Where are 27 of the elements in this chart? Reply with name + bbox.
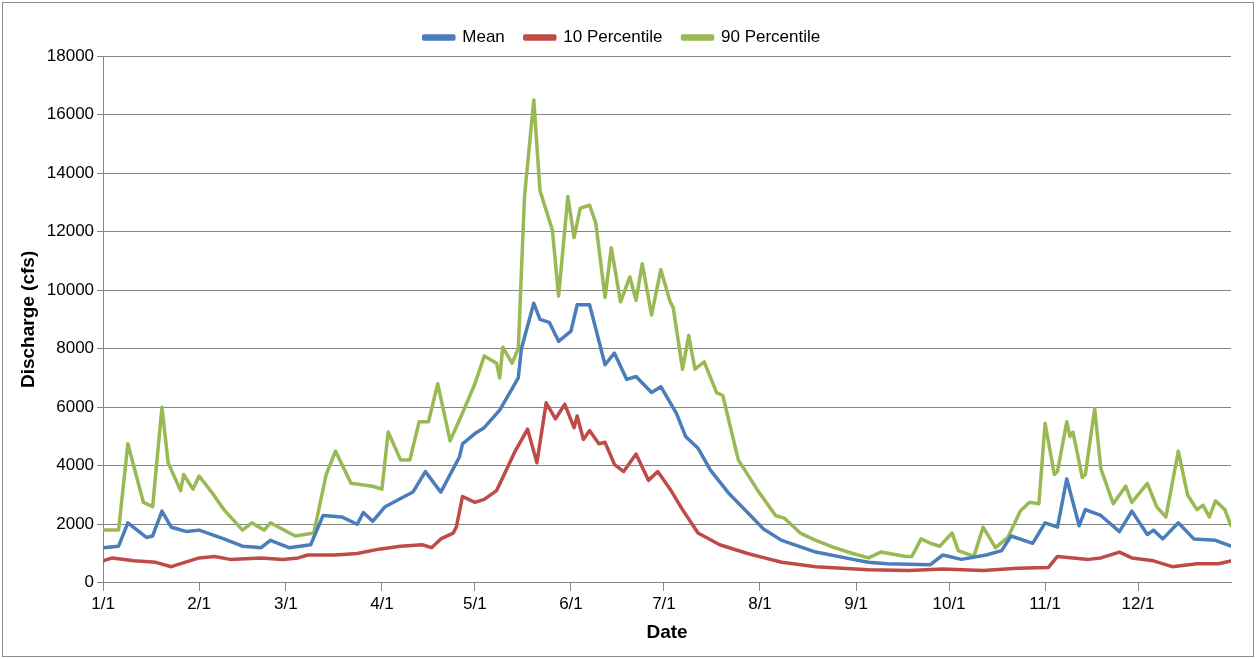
y-tick-label: 16000 xyxy=(46,104,95,124)
x-tick-label: 6/1 xyxy=(559,593,583,613)
x-tick-label: 10/1 xyxy=(932,593,966,613)
y-tick-label: 0 xyxy=(84,572,95,592)
x-tick-label: 9/1 xyxy=(844,593,868,613)
x-axis-title: Date xyxy=(646,620,688,642)
y-tick-label: 10000 xyxy=(46,279,95,299)
x-tick-label: 8/1 xyxy=(748,593,772,613)
x-tick-label: 12/1 xyxy=(1121,593,1155,613)
legend-label: 90 Percentile xyxy=(721,27,821,47)
x-tick-label: 2/1 xyxy=(187,593,211,613)
y-tick-label: 2000 xyxy=(56,513,95,533)
y-tick-label: 8000 xyxy=(56,338,95,358)
y-tick-label: 4000 xyxy=(56,455,95,475)
x-tick-label: 5/1 xyxy=(463,593,487,613)
legend-label: 10 Percentile xyxy=(563,27,663,47)
y-tick-label: 18000 xyxy=(46,45,95,65)
x-tick-label: 11/1 xyxy=(1029,593,1061,613)
x-tick-label: 7/1 xyxy=(652,593,676,613)
legend-label: Mean xyxy=(462,27,505,47)
x-tick-label: 3/1 xyxy=(274,593,298,613)
y-tick-label: 14000 xyxy=(46,162,95,182)
x-tick-label: 1/1 xyxy=(91,593,115,613)
y-axis-title: Discharge (cfs) xyxy=(16,250,38,389)
x-tick-label: 4/1 xyxy=(370,593,394,613)
y-tick-label: 12000 xyxy=(46,221,95,241)
y-tick-label: 6000 xyxy=(56,396,95,416)
